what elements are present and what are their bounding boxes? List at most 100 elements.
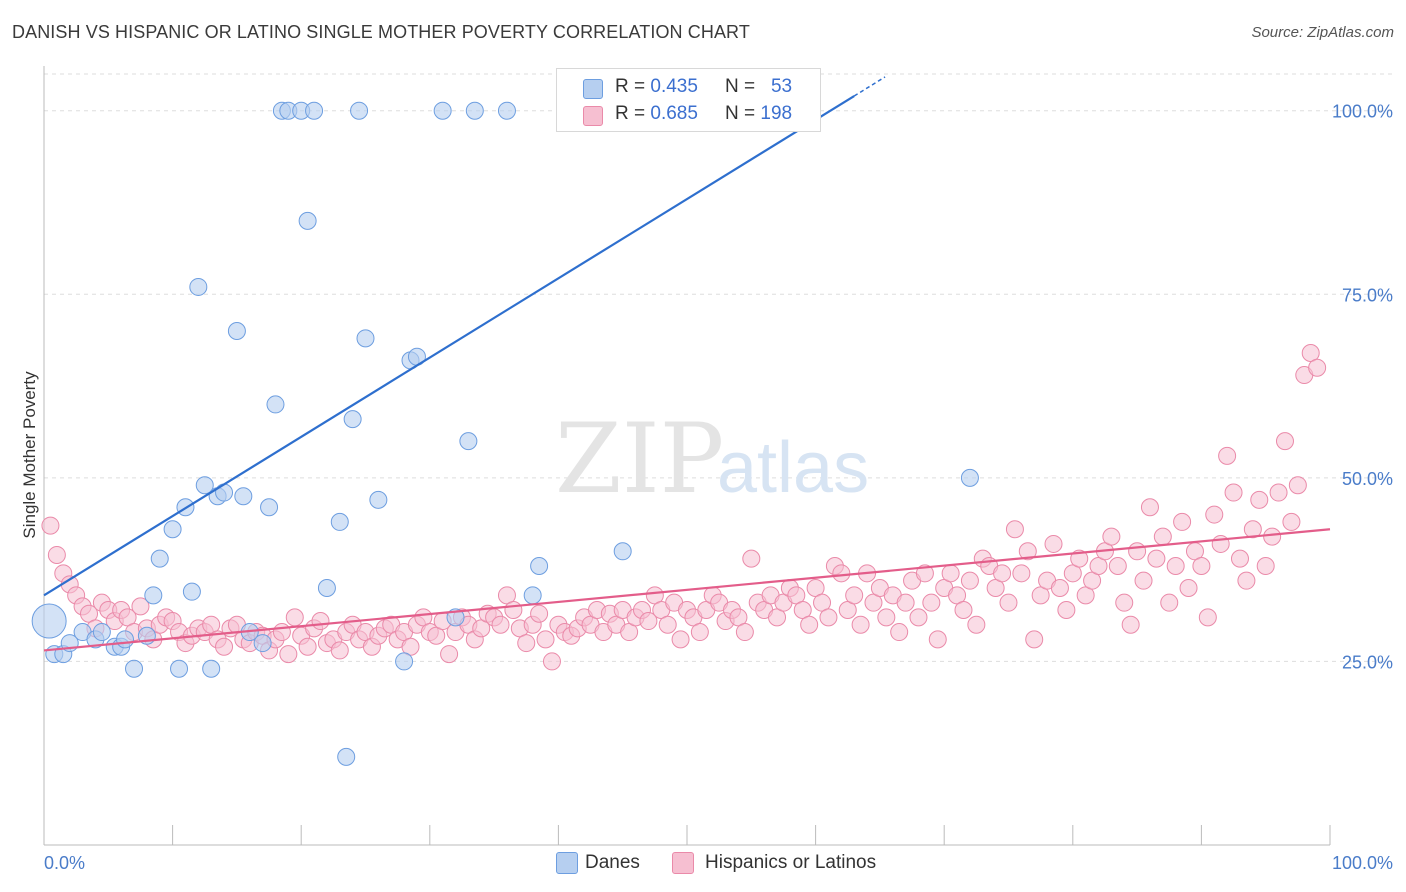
y-tick-label: 100.0%	[1332, 102, 1393, 122]
point-hispanic	[504, 601, 523, 620]
point-hispanic	[954, 601, 973, 620]
point-danes	[266, 395, 285, 414]
trend-line-danes-extension	[853, 76, 886, 97]
point-danes	[163, 520, 182, 539]
point-danes	[395, 652, 414, 671]
point-danes	[215, 483, 234, 502]
point-danes	[182, 582, 201, 601]
point-hispanic	[1147, 549, 1166, 568]
point-hispanic	[1230, 549, 1249, 568]
point-hispanic	[272, 623, 291, 642]
legend-swatch-hispanics	[583, 106, 603, 126]
trend-line-hispanics	[43, 528, 1331, 652]
point-hispanic	[47, 545, 66, 564]
y-axis-label: Single Mother Poverty	[20, 371, 39, 539]
point-hispanic	[285, 608, 304, 627]
legend-row-danes: R = 0.435 N = 53	[557, 75, 820, 101]
point-hispanic	[671, 630, 690, 649]
trend-lines	[43, 76, 1331, 652]
point-danes	[189, 277, 208, 296]
point-danes	[31, 603, 67, 639]
legend-n-label: N =	[725, 76, 761, 97]
legend-row-hispanics: R = 0.685 N = 198	[557, 102, 820, 128]
point-hispanic	[1256, 556, 1275, 575]
point-hispanic	[1050, 579, 1069, 597]
point-hispanic	[1005, 520, 1024, 539]
point-hispanic	[298, 637, 317, 656]
legend-swatch-danes	[556, 852, 578, 874]
point-danes	[369, 490, 388, 509]
point-hispanic	[999, 593, 1018, 612]
chart-title: DANISH VS HISPANIC OR LATINO SINGLE MOTH…	[12, 22, 750, 42]
source-credit: Source: ZipAtlas.com	[1251, 24, 1394, 41]
legend-label-hispanics: Hispanics or Latinos	[705, 852, 877, 873]
point-danes	[317, 579, 336, 597]
point-hispanic	[1012, 564, 1031, 583]
point-danes	[350, 101, 369, 120]
point-danes	[613, 542, 632, 561]
point-danes	[330, 512, 349, 531]
point-hispanic	[279, 645, 298, 664]
point-danes	[343, 410, 362, 429]
trend-line-danes	[43, 95, 855, 597]
point-danes	[92, 623, 111, 642]
point-danes	[459, 432, 478, 451]
point-hispanic	[993, 564, 1012, 583]
point-hispanic	[896, 593, 915, 612]
point-danes	[465, 101, 484, 120]
point-hispanic	[1224, 483, 1243, 502]
point-hispanic	[890, 623, 909, 642]
point-hispanic	[41, 516, 60, 535]
legend-swatch-hispanics	[672, 852, 694, 874]
point-hispanic	[909, 608, 928, 627]
point-danes	[433, 101, 452, 120]
point-danes	[305, 101, 324, 120]
point-hispanic	[1173, 512, 1192, 531]
point-hispanic	[491, 615, 510, 634]
point-hispanic	[658, 615, 677, 634]
point-hispanic	[542, 652, 561, 671]
legend-r-value-danes: 0.435	[650, 76, 698, 97]
point-hispanic	[1160, 593, 1179, 612]
point-danes	[234, 487, 253, 506]
point-danes	[260, 498, 279, 517]
y-tick-label: 75.0%	[1342, 285, 1393, 305]
point-hispanic	[1269, 483, 1288, 502]
point-hispanic	[1057, 601, 1076, 620]
point-hispanic	[928, 630, 947, 649]
legend-label-danes: Danes	[585, 852, 640, 873]
point-hispanic	[1198, 608, 1217, 627]
point-danes	[170, 659, 189, 678]
point-hispanic	[1025, 630, 1044, 649]
point-hispanic	[536, 630, 555, 649]
legend-r-label: R =	[615, 103, 651, 124]
point-hispanic	[1044, 534, 1063, 553]
point-hispanic	[1134, 571, 1153, 590]
point-hispanic	[639, 612, 658, 631]
point-danes	[253, 634, 272, 653]
point-hispanic	[1263, 527, 1282, 546]
point-danes	[116, 630, 135, 649]
point-hispanic	[845, 586, 864, 605]
point-hispanic	[941, 564, 960, 583]
point-hispanic	[1018, 542, 1037, 561]
point-hispanic	[1282, 512, 1301, 531]
point-danes	[337, 747, 356, 766]
legend-r-value-hispanics: 0.685	[650, 103, 698, 124]
point-hispanic	[311, 612, 330, 631]
point-hispanic	[800, 615, 819, 634]
point-hispanic	[690, 623, 709, 642]
x-tick-label: 0.0%	[44, 853, 85, 873]
point-hispanic	[1140, 498, 1159, 517]
point-hispanic	[440, 645, 459, 664]
axes	[43, 66, 1331, 846]
point-hispanic	[1308, 358, 1327, 377]
point-hispanic	[735, 623, 754, 642]
point-hispanic	[1237, 571, 1256, 590]
legend-swatch-danes	[583, 79, 603, 99]
point-hispanic	[215, 637, 234, 656]
point-danes	[144, 586, 163, 605]
tick-labels: 25.0% 50.0% 75.0% 100.0% 0.0% 100.0%	[44, 102, 1393, 873]
point-hispanic	[1205, 505, 1224, 524]
